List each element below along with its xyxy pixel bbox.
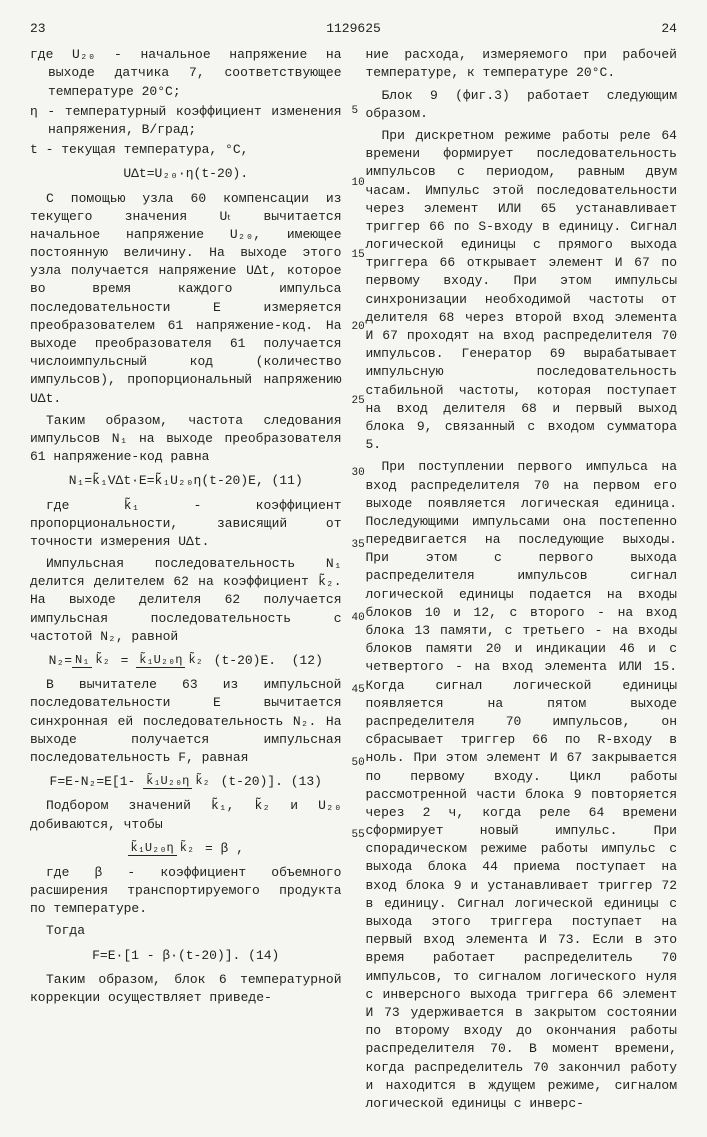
left-p7: где β - коэффициент объемного расширения… [30,864,342,919]
ln-55: 55 [352,828,365,843]
left-p8: Тогда [30,922,342,940]
ln-40: 40 [352,611,365,626]
ln-5: 5 [352,104,359,119]
left-p6: Подбором значений k̃₁, k̃₂ и U₂₀ добиваю… [30,797,342,833]
right-p4: При поступлении первого импульса на вход… [366,458,678,1113]
ln-30: 30 [352,466,365,481]
formula-11: N₁=k̃₁VΔt·E=k̃₁U₂₀η(t-20)E, (11) [30,472,342,490]
left-column: где U₂₀ - начальное напряжение на выходе… [30,46,342,1117]
right-p3: При дискретном режиме работы реле 64 вре… [366,127,678,454]
formula-14: F=E·[1 - β·(t-20)]. (14) [30,947,342,965]
ln-50: 50 [352,756,365,771]
right-p1: ние расхода, измеряемого при рабочей тем… [366,46,678,82]
page-right: 24 [661,20,677,38]
ln-20: 20 [352,320,365,335]
page-numbers: 23 1129625 24 [30,20,677,38]
ln-15: 15 [352,248,365,263]
left-p9: Таким образом, блок 6 температурной корр… [30,971,342,1007]
formula-0: UΔt=U₂₀·η(t-20). [30,165,342,183]
ln-10: 10 [352,176,365,191]
right-column: 5 10 15 20 25 30 35 40 45 50 55 ние расх… [366,46,678,1117]
formula-beta: k̃₁U₂₀ηk̃₂ = β , [30,840,342,858]
def-t: t - текущая температура, °С, [48,141,342,159]
def-u20: где U₂₀ - начальное напряжение на выходе… [48,46,342,101]
ln-35: 35 [352,538,365,553]
def-eta: η - температурный коэффициент изменения … [48,103,342,139]
left-p4: Импульсная последовательность N₁ делится… [30,555,342,646]
ln-45: 45 [352,683,365,698]
ln-25: 25 [352,394,365,409]
left-p5: В вычитателе 63 из импульсной последоват… [30,676,342,767]
right-p2: Блок 9 (фиг.3) работает следующим образо… [366,87,678,123]
left-p3: где k̃₁ - коэффициент пропорциональности… [30,497,342,552]
formula-13: F=E-N₂=E[1- k̃₁U₂₀ηk̃₂ (t-20)]. (13) [30,773,342,791]
doc-number: 1129625 [326,20,381,38]
left-p1: С помощью узла 60 компенсации из текущег… [30,190,342,408]
page-left: 23 [30,20,46,38]
left-p2: Таким образом, частота следования импуль… [30,412,342,467]
formula-12: N₂=N₁k̃₂ = k̃₁U₂₀ηk̃₂ (t-20)E. (12) [30,652,342,670]
columns: где U₂₀ - начальное напряжение на выходе… [30,46,677,1117]
